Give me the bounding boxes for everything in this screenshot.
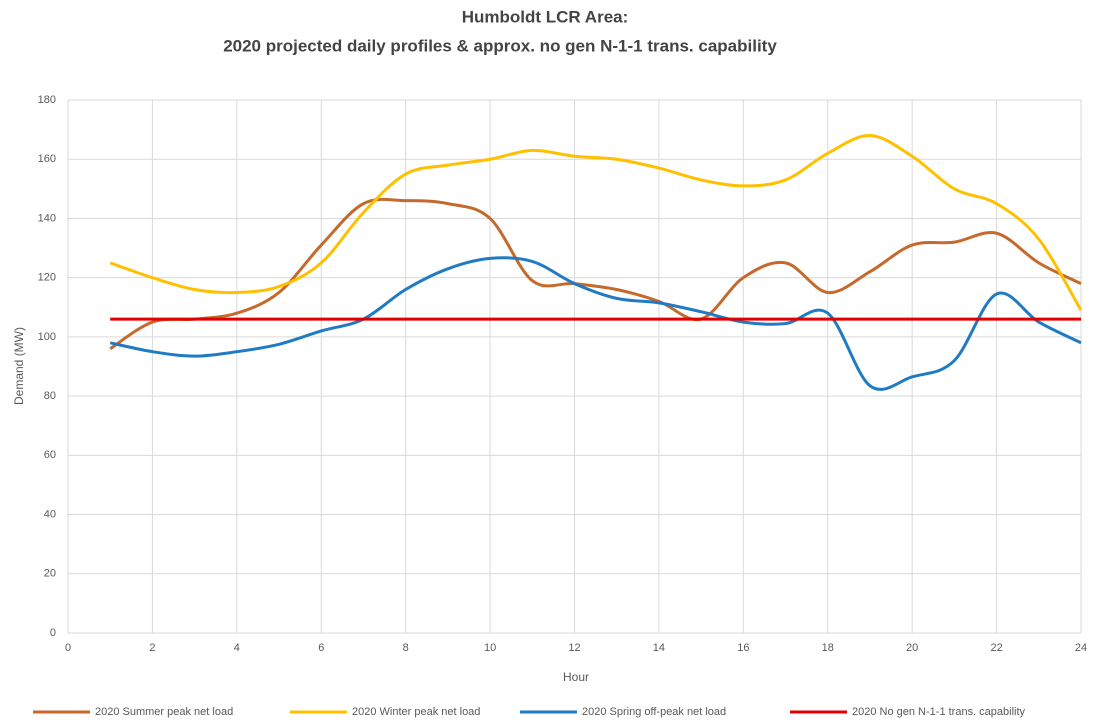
x-tick-label: 22 [990, 642, 1002, 654]
y-tick-label: 80 [44, 390, 56, 402]
y-tick-label: 40 [44, 508, 56, 520]
y-tick-label: 0 [50, 627, 56, 639]
x-tick-label: 4 [234, 642, 240, 654]
x-tick-label: 18 [822, 642, 834, 654]
series-line [109, 197, 1082, 351]
y-tick-label: 60 [44, 449, 56, 461]
y-tick-label: 180 [38, 94, 56, 106]
legend-label: 2020 Spring off-peak net load [582, 706, 726, 718]
x-axis-label: Hour [563, 670, 589, 684]
x-tick-label: 10 [484, 642, 496, 654]
series-line [109, 256, 1082, 391]
x-tick-label: 24 [1075, 642, 1087, 654]
x-tick-label: 8 [403, 642, 409, 654]
x-tick-label: 12 [568, 642, 580, 654]
chart-subtitle: 2020 projected daily profiles & approx. … [223, 36, 777, 55]
x-tick-label: 14 [653, 642, 665, 654]
y-tick-label: 20 [44, 568, 56, 580]
x-tick-label: 2 [149, 642, 155, 654]
series-line [109, 134, 1083, 312]
y-axis-label: Demand (MW) [12, 327, 26, 405]
x-tick-label: 0 [65, 642, 71, 654]
x-tick-label: 16 [737, 642, 749, 654]
legend-label: 2020 No gen N-1-1 trans. capability [852, 706, 1026, 718]
y-tick-label: 140 [38, 212, 56, 224]
y-tick-label: 100 [38, 331, 56, 343]
x-tick-label: 6 [318, 642, 324, 654]
x-tick-label: 20 [906, 642, 918, 654]
y-tick-label: 120 [38, 272, 56, 284]
legend-label: 2020 Summer peak net load [95, 706, 233, 718]
y-tick-label: 160 [38, 153, 56, 165]
legend-label: 2020 Winter peak net load [352, 706, 480, 718]
chart-title: Humboldt LCR Area: [462, 7, 629, 26]
